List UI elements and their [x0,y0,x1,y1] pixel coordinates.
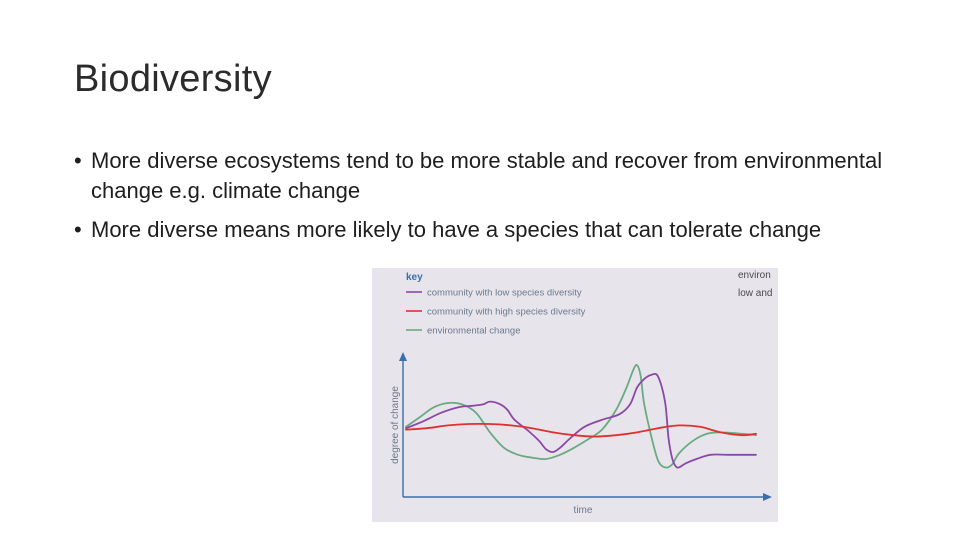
bullet-text: More diverse ecosystems tend to be more … [91,148,883,203]
legend-label: community with high species diversity [427,307,586,318]
bullet-item: • More diverse ecosystems tend to be mor… [74,146,894,206]
bullet-marker: • [74,148,82,173]
legend-label: environmental change [427,326,520,337]
diversity-chart-figure: key community with low species diversity… [372,268,778,522]
bullet-list: • More diverse ecosystems tend to be mor… [74,146,894,254]
y-axis-label: degree of change [390,386,401,464]
legend-title: key [406,272,423,283]
y-axis-arrow [399,352,407,361]
bullet-text: More diverse means more likely to have a… [91,217,822,242]
series-line [405,422,757,438]
cut-off-label: low and [738,288,772,299]
series-line [405,372,757,469]
bullet-marker: • [74,217,82,242]
cut-off-label: environ [738,270,771,281]
bullet-item: • More diverse means more likely to have… [74,215,894,245]
slide-title: Biodiversity [74,58,272,100]
chart-legend: key community with low species diversity… [406,272,586,337]
chart-svg: key community with low species diversity… [390,270,772,516]
chart-axes [399,352,772,501]
legend-label: community with low species diversity [427,288,582,299]
chart-lines [405,364,757,469]
series-line [405,364,757,469]
x-axis-label: time [574,505,593,516]
x-axis-arrow [763,493,772,501]
